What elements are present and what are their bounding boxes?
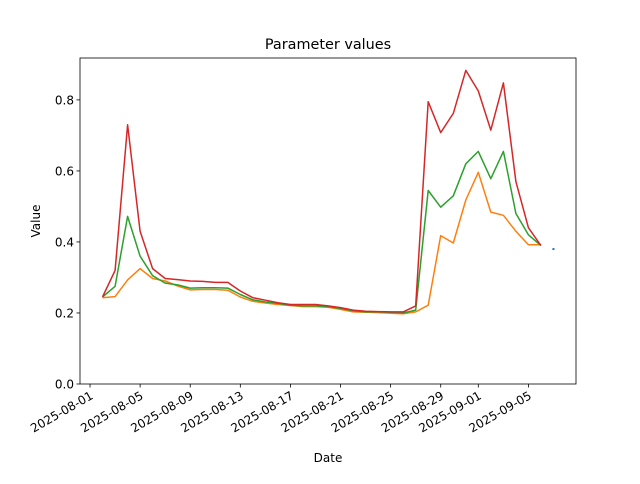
series-line-green (102, 150, 542, 314)
y-tick-label: 0.2 (55, 306, 74, 320)
series-line-orange (102, 171, 541, 315)
plot-area (101, 69, 555, 315)
series-blue (552, 248, 555, 251)
series-line-red (101, 69, 542, 313)
y-tick-label: 0.4 (55, 235, 74, 249)
x-axis: 2025-08-012025-08-052025-08-092025-08-13… (28, 384, 534, 435)
y-tick-label: 0.6 (55, 164, 74, 178)
y-tick-label: 0.8 (55, 93, 74, 107)
series-orange (102, 171, 541, 315)
series-red (101, 69, 542, 313)
y-axis: 0.0 0.2 0.4 0.6 0.8 (55, 93, 80, 392)
y-axis-label: Value (29, 205, 43, 238)
x-axis-label: Date (314, 451, 343, 465)
axes-frame (79, 57, 577, 385)
chart-title: Parameter values (265, 37, 391, 53)
series-green (102, 150, 542, 314)
y-tick-label: 0.0 (55, 378, 74, 392)
data-point (552, 248, 555, 251)
